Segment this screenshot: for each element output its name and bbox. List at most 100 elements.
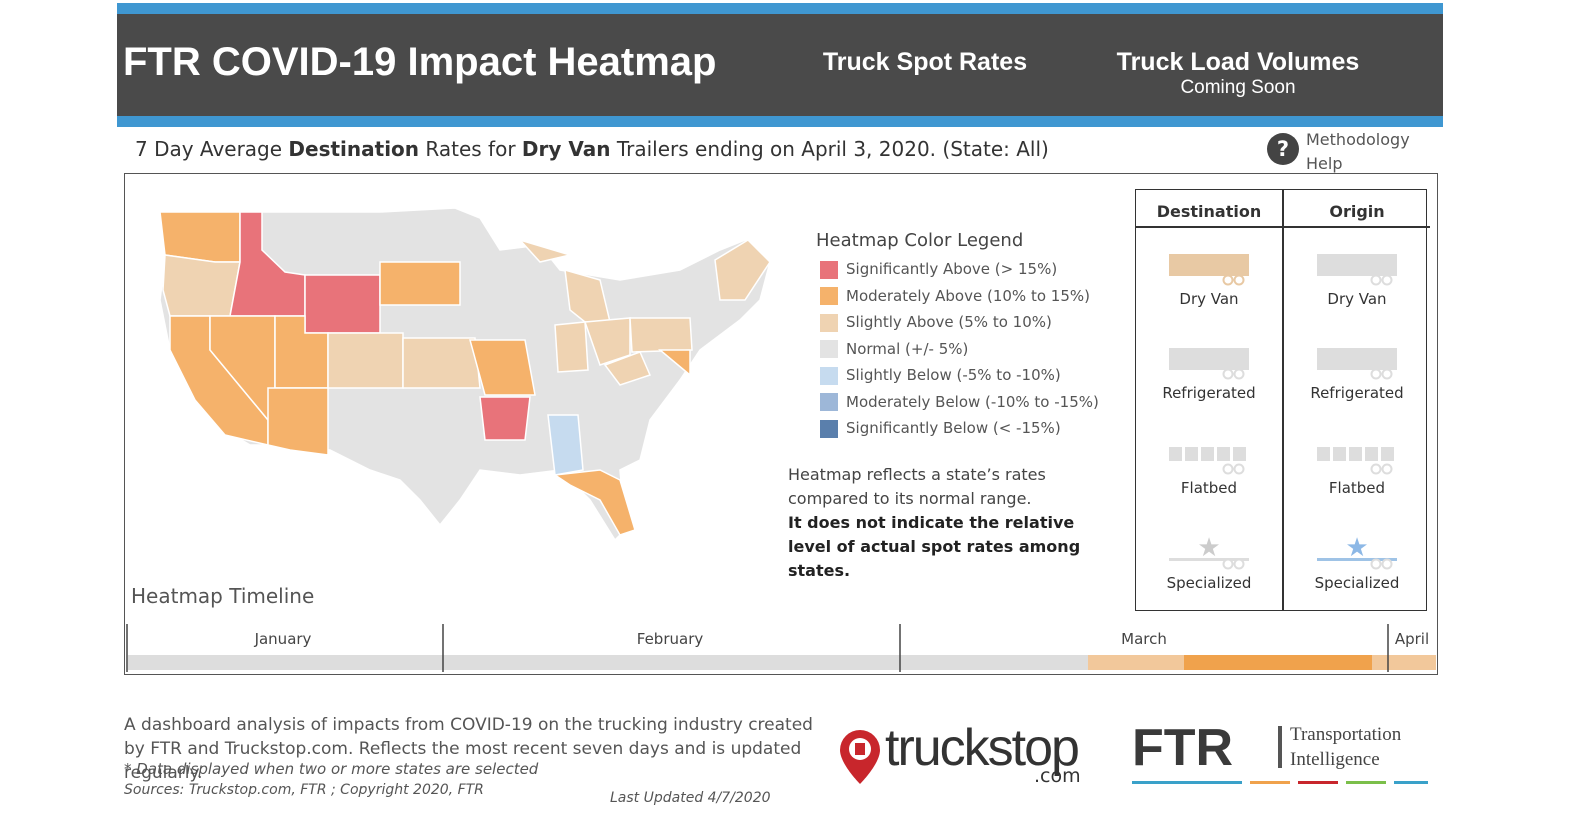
- help-label[interactable]: Methodology Help: [1306, 130, 1410, 173]
- legend-label: Moderately Above (10% to 15%): [846, 286, 1090, 305]
- legend-item: Significantly Below (< -15%): [820, 419, 1099, 446]
- dashboard-title: FTR COVID-19 Impact Heatmap: [123, 40, 717, 84]
- description: A dashboard analysis of impacts from COV…: [124, 715, 813, 783]
- trailer-icon[interactable]: ★: [1312, 532, 1402, 572]
- trailer-label[interactable]: Flatbed: [1180, 479, 1238, 497]
- icon-part: [1381, 447, 1394, 461]
- icon-part: [1381, 274, 1393, 286]
- state[interactable]: [162, 254, 241, 317]
- icon-part: [1317, 447, 1330, 461]
- legend-item: Slightly Above (5% to 10%): [820, 313, 1099, 340]
- state[interactable]: [267, 387, 329, 456]
- truckstop-logo: truckstop: [885, 719, 1080, 777]
- icon-part: [1222, 368, 1234, 380]
- legend-label: Significantly Above (> 15%): [846, 260, 1058, 278]
- text: Destination: [288, 137, 420, 161]
- trailer-option[interactable]: Refrigerated: [1284, 342, 1430, 402]
- footnote: * Data displayed when two or more states…: [124, 760, 539, 778]
- tab-label[interactable]: Truck Spot Rates: [822, 48, 1028, 76]
- column-title: Origin: [1284, 190, 1430, 228]
- trailer-label[interactable]: Dry Van: [1179, 290, 1239, 308]
- state[interactable]: [629, 317, 693, 353]
- state[interactable]: [402, 337, 481, 389]
- svg-text:?: ?: [1277, 137, 1289, 161]
- icon-part: [1349, 447, 1362, 461]
- trailer-label[interactable]: Refrigerated: [1162, 384, 1256, 402]
- tab-label[interactable]: Truck Load Volumes: [1116, 48, 1360, 76]
- divider: [1278, 726, 1282, 768]
- trailer-option[interactable]: Dry Van: [1284, 248, 1430, 308]
- month-label: January: [254, 630, 312, 648]
- state[interactable]: [714, 239, 771, 301]
- trailer-option[interactable]: Dry Van: [1136, 248, 1282, 308]
- tab-sublabel: Coming Soon: [1180, 77, 1296, 98]
- icon-part: [1381, 558, 1393, 570]
- state[interactable]: [517, 238, 573, 263]
- legend-item: Significantly Above (> 15%): [820, 260, 1099, 287]
- legend-swatch: [820, 419, 838, 438]
- state[interactable]: [552, 469, 636, 536]
- panel: [124, 173, 1438, 675]
- trailer-label[interactable]: Specialized: [1314, 574, 1400, 592]
- trailer-icon[interactable]: [1164, 342, 1254, 382]
- icon-part: [1233, 558, 1245, 570]
- text: Dry Van: [521, 137, 611, 161]
- note-text: Heatmap reflects a state’s rates compare…: [788, 465, 1046, 508]
- trailer-label[interactable]: Flatbed: [1328, 479, 1386, 497]
- timeline-title: Heatmap Timeline: [131, 584, 315, 608]
- trailer-option[interactable]: Flatbed: [1136, 437, 1282, 497]
- icon-part: [1233, 447, 1246, 461]
- icon-part: ★: [1345, 533, 1368, 563]
- month-label: March: [1121, 630, 1167, 648]
- icon-part: [1222, 274, 1234, 286]
- icon-part: [1370, 274, 1382, 286]
- trailer-icon[interactable]: [1164, 248, 1254, 288]
- trailer-option[interactable]: ★ Specialized: [1284, 532, 1430, 592]
- icon-part: [1333, 447, 1346, 461]
- trailer-icon[interactable]: [1312, 437, 1402, 477]
- trailer-label[interactable]: Refrigerated: [1310, 384, 1404, 402]
- state[interactable]: [603, 351, 652, 386]
- timeline[interactable]: January February March April: [124, 620, 1438, 676]
- tab[interactable]: Truck Spot Rates: [767, 48, 1083, 77]
- selector-column: Destination Dry Van Refrigerated Flatbed ★ Sp…: [1136, 190, 1282, 610]
- icon-part: [1370, 463, 1382, 475]
- legend-item: Normal (+/- 5%): [820, 340, 1099, 367]
- trailer-label[interactable]: Dry Van: [1327, 290, 1387, 308]
- trailer-icon[interactable]: ★: [1164, 532, 1254, 572]
- state[interactable]: [479, 396, 531, 441]
- icon-part: [1169, 558, 1249, 561]
- truckstop-suffix: .com: [1034, 765, 1081, 787]
- state[interactable]: [327, 332, 404, 389]
- selector-column: Origin Dry Van Refrigerated Flatbed ★ Special…: [1282, 190, 1430, 610]
- note-bold: It does not indicate the relative level …: [788, 513, 1081, 580]
- trailer-icon[interactable]: [1164, 437, 1254, 477]
- state[interactable]: [554, 321, 589, 373]
- trailer-option[interactable]: ★ Specialized: [1136, 532, 1282, 592]
- trailer-label[interactable]: Specialized: [1166, 574, 1252, 592]
- icon-part: [1233, 368, 1245, 380]
- legend-label: Moderately Below (-10% to -15%): [846, 392, 1099, 411]
- legend-item: Moderately Above (10% to 15%): [820, 287, 1099, 314]
- icon-part: [1169, 348, 1249, 370]
- state[interactable]: [379, 261, 461, 306]
- state[interactable]: [469, 339, 536, 396]
- text: Trailers ending on April 3, 2020. (State…: [610, 137, 1049, 161]
- help-icon[interactable]: ?: [1266, 132, 1300, 166]
- trailer-option[interactable]: Flatbed: [1284, 437, 1430, 497]
- trailer-icon[interactable]: [1312, 248, 1402, 288]
- icon-part: [1233, 274, 1245, 286]
- legend: Significantly Above (> 15%) Moderately Ab…: [820, 260, 1099, 446]
- icon-part: [1201, 447, 1214, 461]
- legend-swatch: [820, 340, 838, 358]
- trailer-icon[interactable]: [1312, 342, 1402, 382]
- state[interactable]: [304, 274, 381, 334]
- state[interactable]: [159, 211, 241, 263]
- note: Heatmap reflects a state’s rates compare…: [788, 463, 1108, 583]
- state[interactable]: [547, 414, 584, 476]
- state[interactable]: [657, 349, 691, 377]
- legend-swatch: [820, 393, 838, 411]
- tab[interactable]: Truck Load Volumes Coming Soon: [1077, 48, 1399, 99]
- trailer-option[interactable]: Refrigerated: [1136, 342, 1282, 402]
- truckstop-icon: [840, 730, 880, 784]
